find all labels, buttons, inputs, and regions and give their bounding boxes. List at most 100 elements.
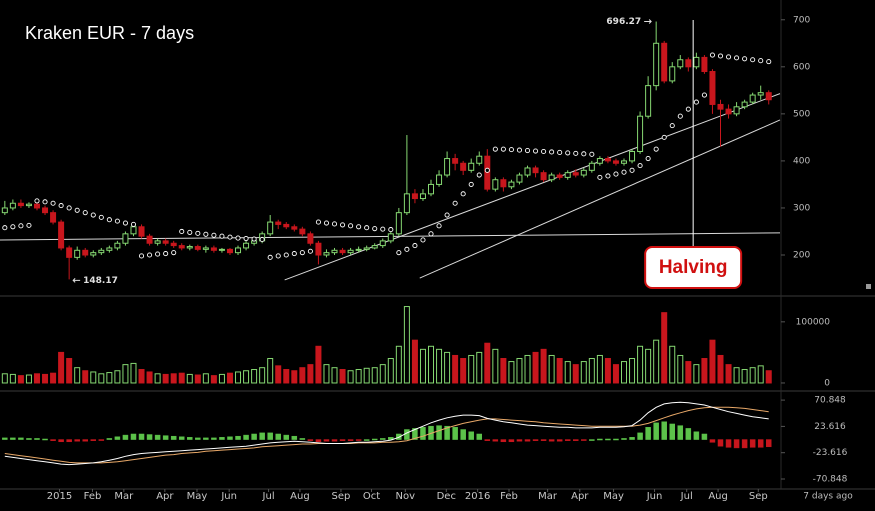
macd-histogram-bar bbox=[717, 439, 724, 447]
sar-dot bbox=[637, 163, 643, 169]
sar-dot bbox=[323, 220, 330, 226]
macd-histogram-bar bbox=[154, 434, 161, 440]
volume-bar bbox=[484, 342, 491, 384]
macd-histogram-bar bbox=[106, 438, 113, 440]
macd-histogram-bar bbox=[146, 434, 153, 440]
y-tick-label: 200 bbox=[793, 251, 810, 261]
volume-bar bbox=[677, 354, 684, 384]
candle-body bbox=[733, 106, 740, 115]
candle-body bbox=[243, 242, 250, 249]
candle-body bbox=[500, 179, 507, 188]
x-tick-label: 2015 bbox=[47, 491, 72, 502]
chart-title: Kraken EUR - 7 days bbox=[25, 23, 194, 43]
volume-bar bbox=[146, 371, 153, 384]
sar-dot bbox=[428, 231, 434, 237]
macd-histogram-bar bbox=[741, 439, 748, 449]
sar-dot bbox=[750, 57, 756, 63]
sar-dot bbox=[267, 254, 273, 260]
volume-bar bbox=[138, 369, 145, 384]
candle-body bbox=[162, 240, 169, 244]
candle-body bbox=[226, 248, 233, 254]
macd-histogram-bar bbox=[621, 438, 627, 440]
candle-body bbox=[548, 174, 555, 181]
macd-histogram-bar bbox=[138, 433, 145, 440]
macd-histogram-bar bbox=[701, 433, 708, 440]
macd-histogram-bar bbox=[765, 439, 772, 448]
volume-bar bbox=[251, 369, 258, 384]
y-tick-label: 600 bbox=[793, 62, 810, 72]
volume-bar bbox=[476, 351, 483, 384]
volume-bar bbox=[661, 312, 668, 384]
macd-histogram-bar bbox=[645, 427, 651, 440]
x-tick-label: Nov bbox=[396, 491, 416, 502]
sar-dot bbox=[758, 58, 764, 64]
candle-body bbox=[757, 92, 764, 96]
x-tick-label: Oct bbox=[363, 491, 380, 502]
volume-bar bbox=[387, 358, 394, 384]
volume-bar bbox=[226, 372, 233, 384]
macd-histogram-bar bbox=[412, 428, 418, 440]
candle-body bbox=[267, 221, 274, 235]
candle-body bbox=[749, 94, 756, 103]
sar-dot bbox=[508, 147, 514, 153]
candle-body bbox=[218, 248, 225, 251]
macd-histogram-bar bbox=[637, 432, 643, 440]
candle-body bbox=[637, 115, 644, 152]
x-tick-label: Aug bbox=[708, 491, 728, 502]
candle-body bbox=[178, 245, 185, 249]
sar-dot bbox=[669, 123, 675, 129]
macd-histogram-bar bbox=[380, 438, 386, 440]
trough-label: 148.17 bbox=[83, 276, 118, 286]
volume-bar bbox=[315, 345, 322, 384]
macd-histogram-bar bbox=[195, 437, 201, 440]
macd-histogram-bar bbox=[122, 434, 129, 440]
sar-dot bbox=[42, 199, 48, 205]
macd-histogram-bar bbox=[283, 434, 290, 440]
sar-dot bbox=[524, 148, 531, 154]
sar-dot bbox=[90, 212, 96, 218]
sar-dot bbox=[388, 227, 394, 233]
sar-dot bbox=[259, 236, 265, 243]
sar-dot bbox=[565, 150, 571, 156]
sar-dot bbox=[171, 250, 177, 256]
macd-histogram-bar bbox=[436, 425, 442, 440]
macd-histogram-bar bbox=[211, 437, 217, 440]
volume-bar bbox=[283, 369, 290, 384]
candle-body bbox=[146, 235, 153, 244]
sar-dot bbox=[299, 250, 305, 256]
candle-body bbox=[476, 155, 483, 164]
macd-histogram-bar bbox=[58, 439, 64, 443]
macd-histogram-bar bbox=[581, 439, 587, 441]
trough-arrow bbox=[72, 278, 81, 283]
candle-body bbox=[347, 249, 354, 254]
sar-dot bbox=[356, 224, 362, 230]
volume-bar bbox=[685, 361, 692, 384]
macd-histogram-bar bbox=[34, 438, 40, 440]
volume-bar bbox=[122, 364, 129, 384]
candle-body bbox=[419, 193, 426, 200]
macd-histogram-bar bbox=[516, 439, 523, 442]
sar-dot bbox=[492, 146, 498, 152]
macd-histogram-bar bbox=[323, 439, 330, 442]
sar-dot bbox=[468, 181, 474, 187]
sar-dot bbox=[147, 252, 153, 258]
sar-dot bbox=[725, 54, 732, 60]
sar-dot bbox=[709, 52, 716, 58]
x-tick-label: Sep bbox=[332, 491, 351, 502]
candle-body bbox=[291, 226, 298, 230]
volume-bar bbox=[532, 351, 539, 384]
volume-bar bbox=[25, 374, 32, 384]
macd-histogram-bar bbox=[130, 433, 137, 440]
volume-bar bbox=[114, 370, 121, 384]
sar-dot bbox=[340, 222, 346, 228]
x-tick-label: Mar bbox=[114, 491, 134, 502]
sar-dot bbox=[549, 149, 555, 155]
volume-bar bbox=[693, 364, 700, 384]
volume-tick-label: 0 bbox=[824, 378, 830, 388]
candle-body bbox=[82, 249, 89, 256]
scroll-handle[interactable] bbox=[866, 284, 871, 289]
x-tick-label: Mar bbox=[538, 491, 558, 502]
candle-body bbox=[436, 174, 443, 185]
signal-line bbox=[4, 406, 769, 464]
volume-bar bbox=[339, 369, 346, 384]
